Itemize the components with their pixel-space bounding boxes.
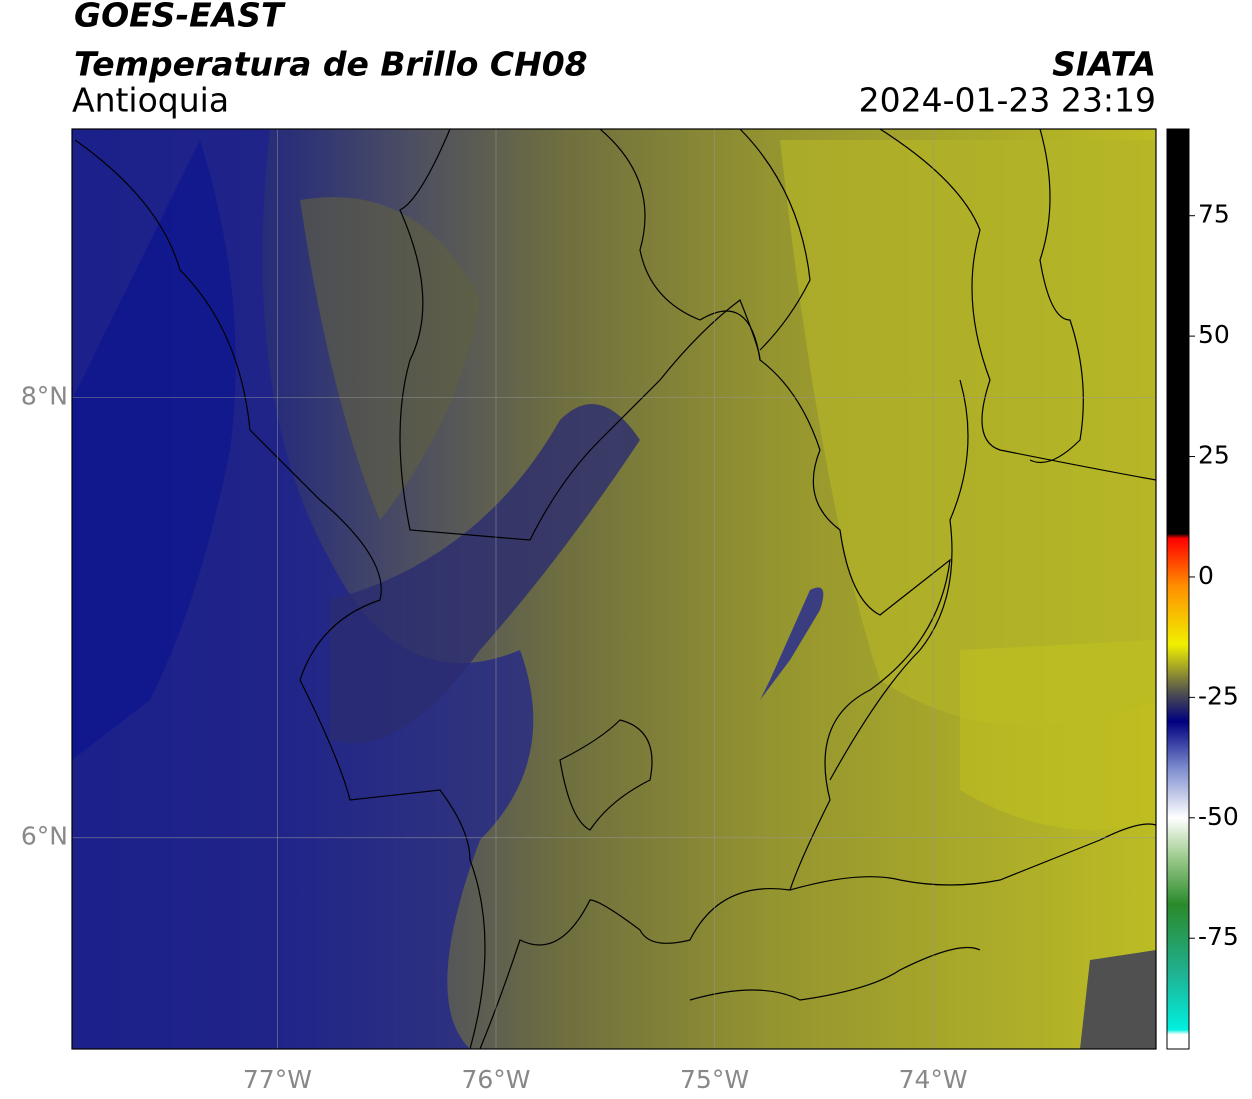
x-tick-label: 76°W — [461, 1065, 530, 1094]
source: SIATA — [1052, 45, 1156, 84]
colorbar-tick-label: 25 — [1198, 441, 1230, 470]
x-tick-label: 75°W — [680, 1065, 749, 1094]
title: GOES-EAST — [74, 0, 286, 35]
map-frame — [71, 128, 1157, 1050]
colorbar-tick-label: 75 — [1198, 200, 1230, 229]
colorbar-tick-label: -50 — [1198, 802, 1239, 831]
region: Antioquia — [72, 81, 229, 120]
x-tick-label: 77°W — [243, 1065, 312, 1094]
datetime: 2024-01-23 23:19 — [859, 81, 1156, 120]
colorbar-tick-label: 0 — [1198, 561, 1214, 590]
colorbar — [1166, 128, 1190, 1050]
x-tick-label: 74°W — [899, 1065, 968, 1094]
y-tick-label: 6°N — [21, 822, 68, 851]
y-tick-label: 8°N — [21, 382, 68, 411]
subtitle: Temperatura de Brillo CH08 — [74, 45, 588, 84]
map-image — [72, 129, 1156, 1049]
grid — [72, 129, 1156, 1049]
colorbar-tick-label: -75 — [1198, 922, 1239, 951]
colorbar-tick-label: 50 — [1198, 320, 1230, 349]
colorbar-tick-label: -25 — [1198, 681, 1239, 710]
